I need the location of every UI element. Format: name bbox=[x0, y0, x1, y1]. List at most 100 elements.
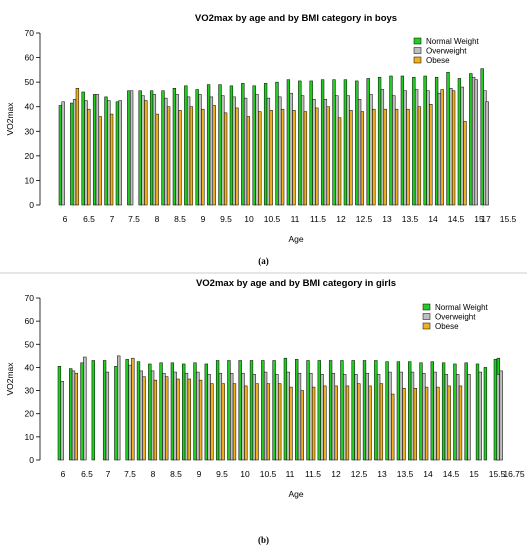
x-tick-label: 12.5 bbox=[351, 469, 368, 479]
bar-overweight bbox=[433, 371, 437, 461]
bar-overweight bbox=[107, 100, 111, 206]
bar-overweight bbox=[162, 372, 166, 461]
bar-normal-weight bbox=[149, 90, 154, 206]
bar-normal-weight bbox=[136, 361, 141, 461]
x-tick-label: 17 bbox=[481, 214, 491, 224]
bar-overweight bbox=[414, 89, 419, 206]
bar-overweight bbox=[61, 101, 65, 206]
bar-obese bbox=[280, 108, 285, 206]
bar-obese bbox=[402, 388, 406, 461]
y-tick-label: 30 bbox=[25, 386, 35, 396]
y-tick-label: 10 bbox=[25, 432, 35, 442]
bar-overweight bbox=[320, 374, 324, 461]
bar-normal-weight bbox=[453, 363, 457, 461]
legend-swatch bbox=[413, 37, 422, 45]
bar-obese bbox=[368, 385, 372, 461]
bar-overweight bbox=[118, 100, 122, 206]
bar-normal-weight bbox=[317, 360, 321, 461]
bar-obese bbox=[153, 379, 158, 461]
bar-overweight bbox=[218, 372, 223, 461]
figure-caption: (b) bbox=[258, 535, 269, 545]
legend-swatch bbox=[422, 303, 431, 311]
bar-overweight bbox=[141, 95, 145, 206]
bar-obese bbox=[266, 383, 271, 461]
bar-overweight bbox=[289, 92, 293, 206]
bar-overweight bbox=[278, 96, 282, 206]
legend-swatch bbox=[413, 56, 422, 64]
bar-overweight bbox=[346, 95, 350, 206]
bar-obese bbox=[166, 106, 171, 206]
legend-swatch bbox=[422, 313, 431, 320]
legend-label: Overweight bbox=[426, 47, 467, 56]
x-tick-label: 8 bbox=[155, 214, 160, 224]
x-tick-label: 13 bbox=[382, 214, 392, 224]
bar-obese bbox=[235, 107, 239, 206]
x-tick-label: 15 bbox=[474, 214, 484, 224]
bar-overweight bbox=[392, 95, 396, 206]
legend-label: Obese bbox=[435, 322, 459, 331]
x-tick-label: 7 bbox=[106, 469, 111, 479]
bar-obese bbox=[201, 108, 205, 206]
legend-label: Normal Weight bbox=[435, 303, 489, 312]
bar-normal-weight bbox=[261, 360, 265, 461]
bar-normal-weight bbox=[204, 363, 208, 461]
x-tick-label: 7 bbox=[110, 214, 115, 224]
bar-overweight bbox=[300, 95, 305, 206]
x-tick-label: 10 bbox=[240, 469, 250, 479]
bar-overweight bbox=[186, 96, 191, 206]
y-tick-label: 0 bbox=[29, 455, 34, 465]
legend-label: Normal Weight bbox=[426, 37, 480, 46]
bar-overweight bbox=[380, 89, 385, 206]
bar-obese bbox=[155, 113, 159, 206]
bar-overweight bbox=[365, 372, 369, 461]
bar-obese bbox=[413, 388, 417, 461]
bar-overweight bbox=[275, 374, 279, 461]
bar-obese bbox=[221, 383, 225, 461]
bar-normal-weight bbox=[366, 78, 370, 206]
y-axis-label: VO2max bbox=[5, 102, 15, 136]
bar-obese bbox=[360, 111, 365, 206]
bar-normal-weight bbox=[138, 90, 142, 206]
x-tick-label: 12.5 bbox=[356, 214, 373, 224]
bar-overweight bbox=[485, 101, 489, 206]
bar-normal-weight bbox=[400, 75, 405, 206]
bar-normal-weight bbox=[238, 360, 242, 461]
x-tick-label: 6.5 bbox=[81, 469, 93, 479]
bar-obese bbox=[278, 383, 282, 461]
bar-normal-weight bbox=[91, 360, 95, 461]
bar-obese bbox=[142, 376, 146, 461]
bar-normal-weight bbox=[159, 362, 163, 461]
bar-normal-weight bbox=[286, 79, 291, 206]
bar-overweight bbox=[456, 374, 460, 461]
bar-normal-weight bbox=[309, 80, 313, 206]
bar-overweight bbox=[173, 371, 177, 461]
bar-normal-weight bbox=[275, 81, 279, 206]
bar-obese bbox=[447, 385, 451, 461]
bar-obese bbox=[176, 378, 180, 461]
bar-normal-weight bbox=[377, 76, 382, 206]
bar-overweight bbox=[252, 374, 256, 461]
bar-overweight bbox=[309, 372, 313, 461]
bar-normal-weight bbox=[480, 68, 484, 206]
bar-overweight bbox=[95, 94, 100, 206]
bar-normal-weight bbox=[457, 78, 462, 206]
bar-overweight bbox=[343, 374, 347, 461]
bar-obese bbox=[424, 386, 429, 461]
bar-normal-weight bbox=[69, 368, 73, 461]
bar-normal-weight bbox=[172, 88, 177, 206]
bar-normal-weight bbox=[125, 359, 129, 461]
bar-overweight bbox=[184, 372, 189, 461]
bar-overweight bbox=[467, 374, 471, 461]
bar-obese bbox=[379, 383, 384, 461]
bar-overweight bbox=[422, 372, 426, 461]
x-tick-label: 6 bbox=[61, 469, 66, 479]
bar-obese bbox=[463, 121, 467, 206]
bar-obese bbox=[326, 106, 330, 206]
bar-overweight bbox=[331, 372, 336, 461]
bar-overweight bbox=[426, 90, 430, 206]
bar-overweight bbox=[117, 355, 121, 461]
x-tick-label: 6 bbox=[63, 214, 68, 224]
bar-normal-weight bbox=[434, 76, 439, 206]
x-axis-label: Age bbox=[288, 489, 303, 499]
bar-overweight bbox=[175, 94, 179, 206]
